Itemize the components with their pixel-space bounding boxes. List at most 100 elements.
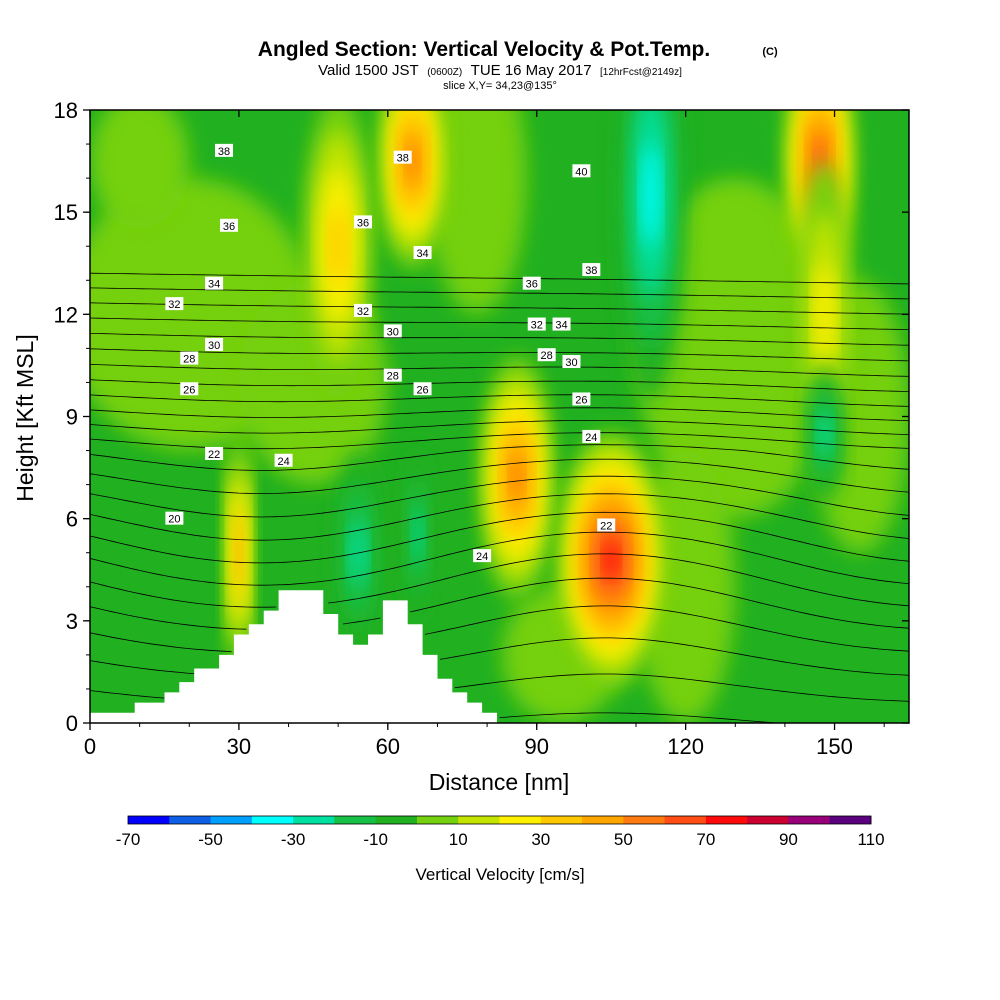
downdraft-band — [412, 507, 423, 565]
isentrope-line — [90, 605, 909, 652]
x-axis-title: Distance [nm] — [429, 769, 570, 795]
colorbar-swatch — [210, 816, 253, 824]
contour-label-box — [180, 351, 199, 365]
contour-label-text: 36 — [357, 217, 369, 229]
contour-label: 30 — [562, 355, 581, 369]
contour-label: 26 — [413, 382, 432, 396]
contour-label-text: 26 — [416, 384, 428, 396]
y-axis-title: Height [Kft MSL] — [12, 334, 38, 501]
updraft-band — [329, 207, 347, 285]
isentrope-line — [90, 379, 909, 392]
colorbar-tick-label: 50 — [614, 830, 633, 849]
contour-label-text: 34 — [555, 320, 567, 332]
contour-label: 20 — [165, 511, 184, 526]
contour-label: 24 — [473, 549, 492, 563]
field-wash — [636, 178, 835, 519]
colorbar-swatch — [747, 816, 789, 824]
contour-label-text: 38 — [585, 265, 597, 277]
contour-label-text: 28 — [541, 350, 553, 362]
colorbar-swatch — [169, 816, 212, 824]
contour-label-box — [413, 246, 432, 260]
isentrope-line — [90, 432, 909, 450]
slice-label: slice X,Y= 34,23@135° — [443, 80, 557, 92]
colorbar-tick-label: 10 — [449, 830, 468, 849]
updraft-band — [604, 543, 619, 576]
colorbar-tick-label: -50 — [198, 830, 223, 849]
y-tick-label: 6 — [66, 507, 78, 532]
contour-label-box — [473, 549, 492, 563]
x-tick-label: 0 — [84, 734, 96, 759]
updraft-band — [510, 457, 524, 499]
colorbar-tick-label: 90 — [779, 830, 798, 849]
isentrope-line — [90, 458, 909, 495]
updraft-band — [235, 528, 242, 577]
forecast-info: [12hrFcst@2149z] — [600, 67, 682, 78]
x-axis: 0 30 60 90 120 150 — [84, 110, 885, 759]
contour-label-box — [274, 453, 293, 467]
x-tick-label: 90 — [524, 734, 548, 759]
colorbar: -70 -50 -30 -10 10 30 50 70 90 110 — [116, 815, 885, 849]
contour-label-text: 22 — [600, 520, 612, 532]
copyright-mark: (C) — [762, 46, 778, 58]
field-wash — [90, 110, 190, 230]
contour-label-box — [537, 348, 556, 362]
colorbar-swatch — [128, 816, 170, 824]
colorbar-tick-label: 70 — [696, 830, 715, 849]
contour-label-box — [205, 337, 224, 351]
contour-label: 30 — [383, 324, 402, 338]
contour-label-text: 38 — [397, 153, 409, 165]
contour-label: 36 — [219, 218, 238, 233]
colorbar-tick-label: 30 — [531, 830, 550, 849]
colorbar-swatch — [582, 816, 624, 824]
contour-label: 22 — [597, 518, 616, 532]
isentrope-line — [90, 394, 909, 407]
contour-label-text: 32 — [531, 320, 543, 332]
contour-label-text: 26 — [575, 394, 587, 406]
colorbar-swatch — [664, 816, 707, 824]
contour-label-box — [215, 143, 234, 157]
contour-label: 34 — [205, 276, 224, 291]
x-tick-label: 30 — [227, 734, 251, 759]
contour-label-text: 26 — [183, 384, 195, 396]
contour-label-text: 36 — [526, 279, 538, 291]
theta-contour-labels: 38 36 34 32 30 28 26 22 24 20 38 36 34 32 30 28 26 24 40 38… — [165, 143, 616, 563]
contour-label: 38 — [582, 263, 601, 277]
updraft-band — [814, 263, 835, 366]
contour-label: 26 — [572, 392, 591, 406]
isentrope-line — [90, 348, 909, 362]
isentrope-line — [90, 272, 909, 285]
colorbar-tick-label: -10 — [363, 830, 388, 849]
isentrope-line — [90, 317, 909, 330]
colorbar-swatch — [293, 816, 335, 824]
isentrope-line — [90, 333, 909, 346]
contour-label-box — [552, 317, 571, 331]
colorbar-frame — [127, 815, 872, 825]
contour-label: 28 — [383, 368, 402, 383]
isentrope-line — [90, 444, 909, 471]
terrain-mask — [90, 590, 909, 723]
contour-label-text: 24 — [277, 456, 289, 468]
colorbar-swatch — [334, 816, 377, 824]
contour-label-text: 40 — [575, 166, 587, 178]
contour-label-text: 24 — [476, 551, 488, 563]
valid-time: Valid 1500 JST — [318, 62, 419, 79]
y-tick-label: 9 — [66, 405, 78, 430]
contour-label-box — [413, 382, 432, 396]
contour-label-text: 36 — [223, 221, 235, 233]
colorbar-swatch — [251, 816, 294, 824]
colorbar-tick-label: -70 — [116, 830, 141, 849]
isentrope-line — [90, 553, 909, 608]
isentrope-line — [90, 511, 909, 564]
contour-label-box — [582, 263, 601, 277]
colorbar-swatch — [416, 816, 459, 824]
contour-label: 34 — [552, 317, 571, 332]
contour-label-box — [354, 303, 372, 317]
contour-label: 24 — [582, 429, 601, 444]
contour-label-text: 30 — [387, 326, 399, 338]
contour-label: 24 — [274, 453, 293, 468]
isentrope-line — [90, 531, 909, 586]
contour-label-box — [572, 392, 591, 406]
x-tick-label: 60 — [376, 734, 400, 759]
contour-label: 34 — [413, 246, 432, 260]
